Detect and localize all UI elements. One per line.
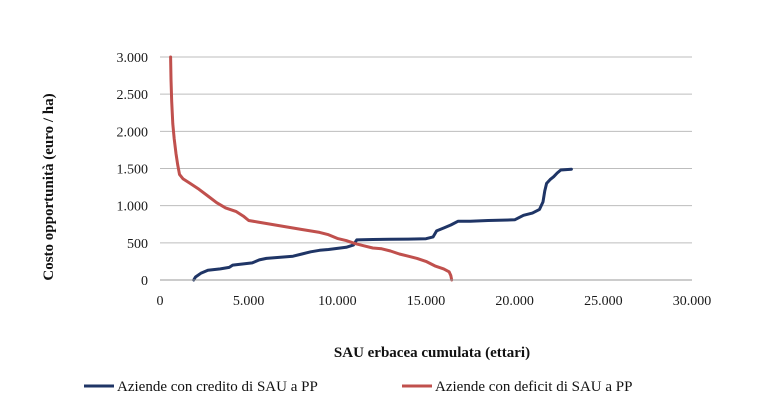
x-tick-label: 10.000 xyxy=(318,294,357,309)
x-tick-label: 0 xyxy=(157,294,164,309)
series-layer xyxy=(169,55,573,282)
y-tick-label: 3.000 xyxy=(117,51,149,66)
y-tick-label: 2.000 xyxy=(117,125,149,140)
y-tick-label: 1.500 xyxy=(117,163,149,178)
y-tick-labels: 0 500 1.000 1.500 2.000 2.500 3.000 xyxy=(117,51,149,289)
x-tick-label: 25.000 xyxy=(584,294,623,309)
y-tick-label: 0 xyxy=(141,274,148,289)
y-tick-label: 500 xyxy=(127,237,148,252)
series-line-credito xyxy=(192,167,573,282)
x-tick-label: 30.000 xyxy=(673,294,712,309)
series-line-deficit xyxy=(169,55,454,282)
legend-label-credito: Aziende con credito di SAU a PP xyxy=(117,379,318,395)
x-tick-labels: 0 5.000 10.000 15.000 20.000 25.000 30.000 xyxy=(157,294,712,309)
legend-label-deficit: Aziende con deficit di SAU a PP xyxy=(435,379,632,395)
y-tick-label: 2.500 xyxy=(117,88,149,103)
legend: Aziende con credito di SAU a PP Aziende … xyxy=(84,379,632,395)
x-tick-label: 5.000 xyxy=(233,294,265,309)
gridlines xyxy=(160,56,692,244)
y-axis-title: Costo opportunità (euro / ha) xyxy=(41,93,57,280)
x-axis-title: SAU erbacea cumulata (ettari) xyxy=(334,345,530,361)
x-tick-label: 20.000 xyxy=(495,294,534,309)
y-tick-label: 1.000 xyxy=(117,200,149,215)
x-tick-label: 15.000 xyxy=(407,294,446,309)
